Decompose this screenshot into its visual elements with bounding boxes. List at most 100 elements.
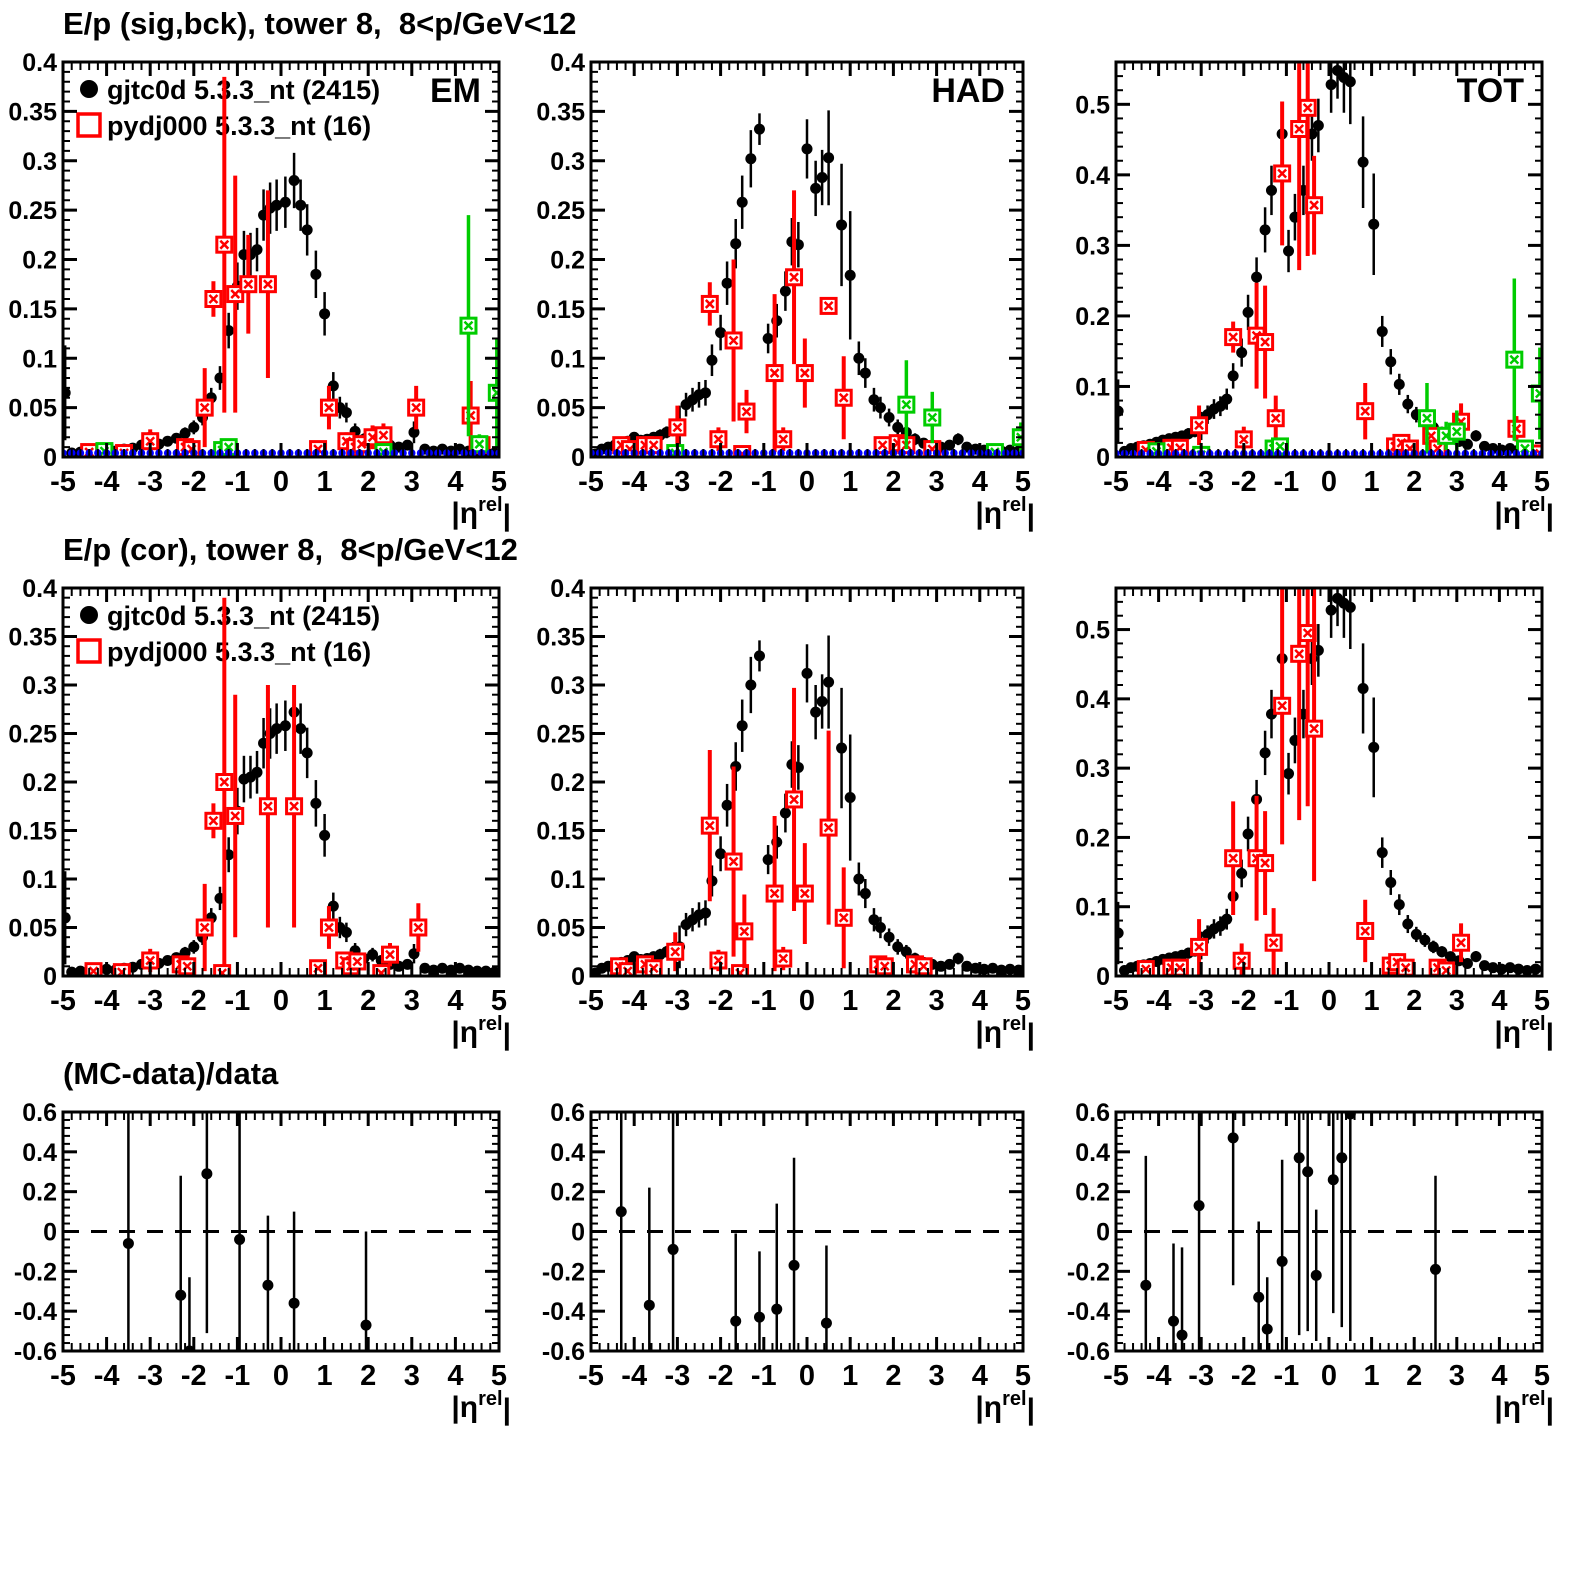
x-tick-label: -1 [1274, 1360, 1300, 1392]
series-1 [84, 597, 428, 976]
x-tick-label: 0 [1321, 1360, 1337, 1392]
x-tick-label: -3 [137, 1360, 163, 1392]
y-tick-label: 0.1 [1075, 373, 1110, 401]
y-tick-label: 0.05 [8, 395, 57, 423]
legend: gjtc0d 5.3.3_nt (2415) pydj000 5.3.3_nt (… [76, 601, 380, 667]
x-tick-label: -3 [1188, 466, 1214, 498]
x-tick-label: 4 [972, 1360, 988, 1392]
series-0 [591, 110, 1023, 457]
x-axis-title: |ηrel| [451, 494, 511, 532]
y-axis: -0.6 -0.4 -0.2 0 0.2 0.4 0.6 [1067, 1099, 1542, 1366]
x-tick-label: 1 [1364, 1360, 1380, 1392]
corner-label: TOT [1457, 72, 1525, 110]
plot-frame [1114, 586, 1544, 978]
x-tick-label: 0 [273, 1360, 289, 1392]
y-axis: 0 0.1 0.2 0.3 0.4 0.5 [1075, 61, 1542, 472]
x-tick-label: 5 [1534, 985, 1550, 1017]
y-tick-label: 0.4 [22, 49, 57, 77]
y-tick-label: -0.2 [542, 1258, 585, 1286]
chart-ratio-tot: -5 -4 -3 -2 -1 0 1 2 3 4 5 -0.6 -0.4 -0.2 0 0.2 0.4 0.6 |η… [1046, 1087, 1575, 1436]
corner-label: HAD [931, 72, 1005, 110]
x-axis: -5 -4 -3 -2 -1 0 1 2 3 4 5 [50, 588, 507, 1017]
legend-entry-data: gjtc0d 5.3.3_nt (2415) [107, 75, 380, 105]
chart-ratio-em: -5 -4 -3 -2 -1 0 1 2 3 4 5 -0.6 -0.4 -0.2 0 0.2 0.4 0.6 |η… [0, 1087, 544, 1436]
x-tick-label: 4 [1491, 466, 1507, 498]
y-tick-label: 0.25 [8, 721, 57, 749]
y-tick-label: 0.2 [1075, 824, 1110, 852]
x-tick-label: -5 [50, 985, 76, 1017]
y-tick-label: 0.4 [1075, 686, 1110, 714]
x-tick-label: -5 [578, 1360, 604, 1392]
series-0 [63, 685, 499, 976]
x-tick-label: -2 [708, 985, 734, 1017]
y-axis: 0 0.05 0.1 0.15 0.2 0.25 0.3 0.35 0.4 [8, 575, 499, 991]
x-tick-label: -5 [1103, 466, 1129, 498]
x-tick-label: 1 [317, 985, 333, 1017]
x-tick-label: 2 [885, 466, 901, 498]
y-tick-label: 0.1 [550, 345, 585, 373]
y-tick-label: 0.25 [8, 197, 57, 225]
legend: gjtc0d 5.3.3_nt (2415) pydj000 5.3.3_nt (… [76, 75, 380, 141]
y-tick-label: 0 [43, 963, 57, 991]
x-tick-label: -2 [181, 466, 207, 498]
x-tick-label: 4 [972, 466, 988, 498]
x-tick-label: 0 [799, 1360, 815, 1392]
x-tick-label: 5 [491, 1360, 507, 1392]
x-tick-label: -1 [225, 985, 251, 1017]
x-tick-label: 5 [1534, 466, 1550, 498]
x-tick-label: -3 [1188, 985, 1214, 1017]
x-tick-label: -5 [1103, 1360, 1129, 1392]
y-tick-label: 0.4 [22, 1139, 57, 1167]
y-tick-label: 0 [571, 963, 585, 991]
ratio-had-plot: -5 -4 -3 -2 -1 0 1 2 3 4 5-0.6-0.4-0.200.20.40.6|η… [542, 1099, 1035, 1426]
x-axis-title: |ηrel| [975, 1388, 1035, 1426]
y-tick-label: 0.3 [22, 672, 57, 700]
y-tick-label: 0.3 [1075, 232, 1110, 260]
y-tick-label: 0.5 [1075, 617, 1110, 645]
series-0 [615, 1112, 832, 1351]
x-tick-label: 2 [885, 985, 901, 1017]
chart-tot-sigbck: -5 -4 -3 -2 -1 0 1 2 3 4 5 0 0.1 0.2 0.3 0.4 0.5 TOT |ηrel… [1046, 37, 1575, 542]
x-axis: -5 -4 -3 -2 -1 0 1 2 3 4 5 [1103, 588, 1550, 1017]
y-tick-label: 0.3 [1075, 755, 1110, 783]
x-tick-label: -2 [1231, 985, 1257, 1017]
legend-entry-data: gjtc0d 5.3.3_nt (2415) [107, 601, 380, 631]
row2-title: E/p (cor), tower 8, 8<p/GeV<12 [63, 532, 518, 567]
y-axis: -0.6 -0.4 -0.2 0 0.2 0.4 0.6 [542, 1099, 1023, 1366]
ratio-tot-plot: -5 -4 -3 -2 -1 0 1 2 3 4 5-0.6-0.4-0.200.20.40.6|η… [1067, 1099, 1554, 1426]
series-0 [122, 1112, 372, 1351]
x-tick-label: 3 [929, 466, 945, 498]
x-tick-label: -4 [1146, 1360, 1172, 1392]
y-tick-label: 0.6 [550, 1099, 585, 1127]
y-tick-label: 0.15 [8, 818, 57, 846]
y-tick-label: 0.2 [22, 1179, 57, 1207]
series-1 [612, 190, 942, 457]
x-tick-label: -5 [578, 466, 604, 498]
series-0 [1116, 588, 1542, 976]
x-axis-title: |ηrel| [1494, 1013, 1554, 1051]
x-axis: -5 -4 -3 -2 -1 0 1 2 3 4 5 [578, 62, 1031, 498]
x-tick-label: -1 [751, 985, 777, 1017]
x-tick-label: 0 [1321, 985, 1337, 1017]
chart-tot-cor: -5 -4 -3 -2 -1 0 1 2 3 4 5 0 0.1 0.2 0.3 0.4 0.5 |ηrel| [1046, 563, 1575, 1061]
chart-had-cor: -5 -4 -3 -2 -1 0 1 2 3 4 5 0 0.05 0.1 0.15 0.2 0.25 0.3 0.… [521, 563, 1068, 1061]
em-cor-plot: gjtc0d 5.3.3_nt (2415) pydj000 5.3.3_nt (… [8, 575, 511, 1051]
x-tick-label: 3 [929, 985, 945, 1017]
x-tick-label: 4 [447, 1360, 463, 1392]
y-tick-label: 0.3 [22, 148, 57, 176]
y-tick-label: 0.3 [550, 672, 585, 700]
y-tick-label: 0.2 [550, 247, 585, 275]
series-0 [63, 152, 499, 457]
y-tick-label: -0.4 [542, 1298, 585, 1326]
x-tick-label: 3 [929, 1360, 945, 1392]
y-tick-label: -0.6 [1067, 1338, 1110, 1366]
tot-cor-plot: -5 -4 -3 -2 -1 0 1 2 3 4 500.10.20.30.40.5|ηrel| [1075, 586, 1554, 1051]
x-tick-label: -5 [578, 985, 604, 1017]
x-tick-label: -2 [708, 466, 734, 498]
y-tick-label: 0.05 [8, 915, 57, 943]
y-tick-label: -0.4 [1067, 1298, 1110, 1326]
y-tick-label: 0.4 [1075, 162, 1110, 190]
series-1 [80, 76, 491, 457]
x-tick-label: 4 [972, 985, 988, 1017]
